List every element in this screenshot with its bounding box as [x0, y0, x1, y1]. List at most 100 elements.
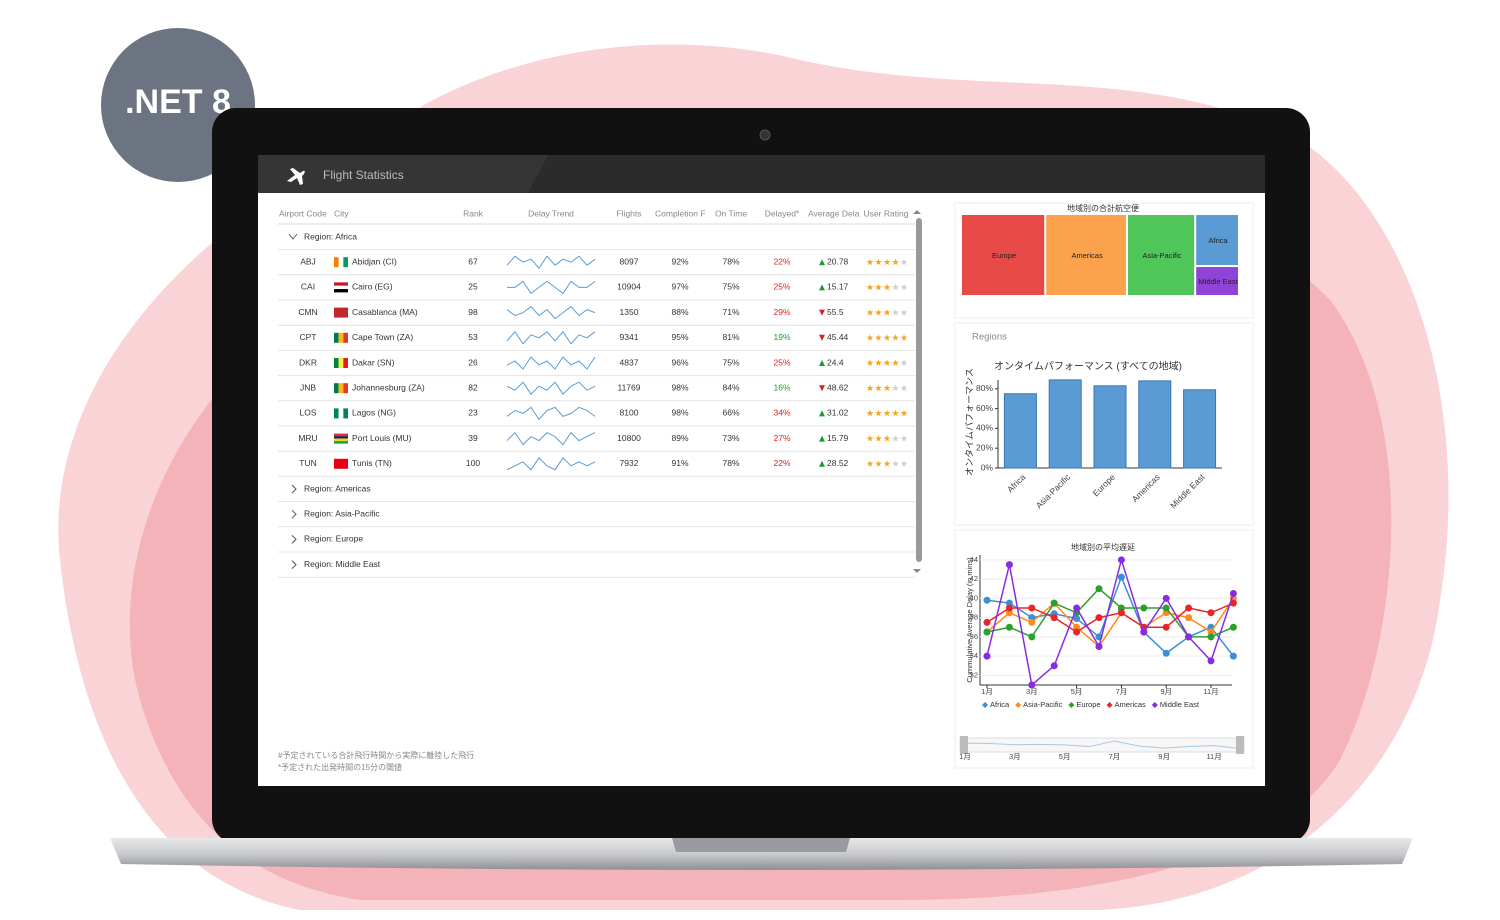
- expand-chevron[interactable]: [291, 535, 297, 544]
- treemap-label: Africa: [1209, 236, 1229, 245]
- series-marker: [983, 628, 991, 636]
- flag: [338, 383, 344, 394]
- column-header: On Time: [715, 208, 747, 218]
- user-rating: [866, 334, 908, 341]
- series-marker: [1050, 599, 1058, 607]
- column-header: Delay Trend: [528, 208, 574, 218]
- average-delay: 31.02: [827, 408, 849, 418]
- group-label[interactable]: Region: Asia-Pacific: [304, 508, 380, 518]
- average-delay: 55.5: [827, 307, 844, 317]
- series-marker: [1185, 633, 1193, 641]
- legend-label[interactable]: Americas: [1115, 700, 1147, 709]
- column-header: User Rating: [864, 208, 909, 218]
- column-header: Airport Code: [279, 208, 327, 218]
- trend-up: [819, 435, 825, 442]
- series-marker: [1117, 556, 1125, 564]
- series-marker: [1162, 649, 1170, 657]
- expand-chevron[interactable]: [291, 560, 297, 569]
- legend-marker[interactable]: [1151, 702, 1158, 708]
- group-label[interactable]: Region: Europe: [304, 534, 363, 544]
- card: [954, 529, 1254, 769]
- series-marker: [1095, 614, 1103, 622]
- legend-marker[interactable]: [1015, 702, 1022, 708]
- completion: 89%: [671, 433, 688, 443]
- y-tick-label: 36: [970, 632, 978, 641]
- star: [866, 334, 874, 341]
- legend-label[interactable]: Africa: [990, 700, 1010, 709]
- flag: [334, 383, 339, 394]
- flag: [338, 257, 344, 268]
- star: [900, 409, 908, 417]
- delay-sparkline: [506, 356, 596, 370]
- x-tick-label: 1月: [981, 687, 993, 696]
- group-label[interactable]: Region: Middle East: [304, 559, 381, 569]
- expand-chevron[interactable]: [291, 509, 297, 519]
- star: [892, 258, 899, 266]
- treemap-cell: [1046, 215, 1126, 295]
- y-tick-label: 38: [970, 613, 978, 622]
- legend-label[interactable]: Asia-Pacific: [1023, 700, 1062, 709]
- star: [892, 384, 899, 392]
- navigator-handle[interactable]: [960, 736, 968, 754]
- legend-label[interactable]: Europe: [1076, 700, 1100, 709]
- camera: [759, 129, 771, 141]
- trend-up: [819, 410, 825, 417]
- trend-up: [819, 360, 825, 366]
- series-marker: [1028, 633, 1036, 641]
- navigator-label: 3月: [1009, 752, 1021, 761]
- star: [866, 359, 874, 366]
- legend-marker[interactable]: [1068, 702, 1075, 708]
- on-time: 78%: [722, 458, 739, 468]
- delayed: 19%: [773, 332, 790, 342]
- star: [892, 435, 899, 442]
- star: [900, 359, 908, 366]
- scrollbar-thumb[interactable]: [916, 218, 922, 562]
- series-marker: [1050, 662, 1058, 670]
- scroll-up[interactable]: [913, 210, 921, 214]
- flag: [338, 358, 344, 368]
- average-delay: 15.17: [827, 282, 849, 292]
- rank: 98: [468, 307, 478, 317]
- chart-title: 地域別の平均遅延: [1071, 542, 1135, 552]
- trend-up: [819, 259, 825, 266]
- user-rating: [866, 359, 908, 366]
- legend-marker[interactable]: [982, 702, 988, 708]
- scroll-down[interactable]: [913, 569, 921, 573]
- navigator-handle[interactable]: [1236, 736, 1244, 754]
- group-label[interactable]: Region: Americas: [304, 483, 371, 493]
- group-label[interactable]: Region: Africa: [304, 231, 357, 241]
- series-marker: [1028, 604, 1036, 612]
- bar: [1138, 380, 1172, 469]
- legend-label[interactable]: Middle East: [1160, 700, 1200, 709]
- star: [866, 460, 874, 467]
- flag: [334, 358, 339, 368]
- legend-marker[interactable]: [1106, 702, 1113, 708]
- trend-up: [819, 460, 825, 467]
- y-tick-label: 40: [970, 593, 978, 602]
- series-marker: [1229, 599, 1237, 607]
- rank: 82: [468, 382, 478, 392]
- series-marker: [1005, 623, 1013, 631]
- delay-sparkline: [506, 431, 596, 446]
- rank: 100: [466, 458, 480, 468]
- treemap-label: Middle East: [1199, 277, 1239, 286]
- star: [875, 384, 882, 392]
- delay-sparkline: [506, 255, 596, 270]
- average-delay: 45.44: [827, 332, 849, 342]
- laptop-base: [110, 838, 1413, 870]
- collapse-chevron[interactable]: [288, 233, 298, 240]
- flights: 11769: [617, 382, 640, 392]
- delay-sparkline: [506, 406, 596, 421]
- expand-chevron[interactable]: [291, 484, 297, 494]
- completion: 98%: [671, 382, 688, 392]
- star: [900, 283, 908, 291]
- y-tick-label: 40%: [976, 423, 993, 433]
- y-tick-label: 60%: [976, 403, 993, 413]
- y-axis-title: Cummulative Average Delay (in mins): [965, 557, 974, 683]
- series-marker: [1050, 614, 1058, 622]
- series-marker: [1028, 681, 1036, 689]
- series-marker: [1028, 614, 1036, 622]
- user-rating: [866, 258, 908, 266]
- star: [900, 258, 908, 266]
- navigator-label: 11月: [1206, 752, 1221, 761]
